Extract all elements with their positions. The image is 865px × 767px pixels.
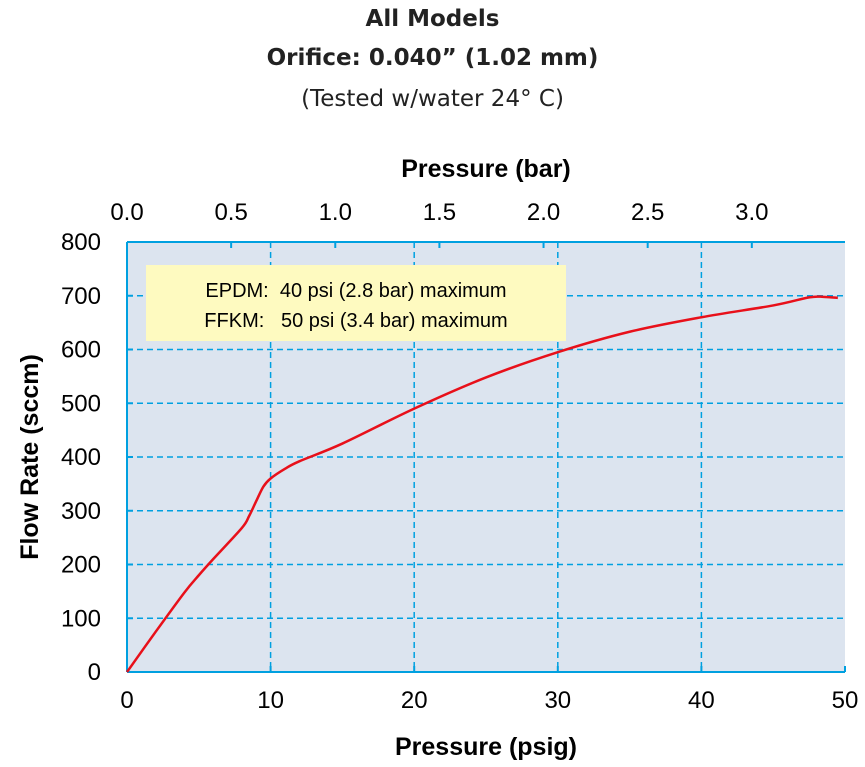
y-tick-label-100: 100 — [61, 605, 101, 632]
annotation-box — [146, 265, 566, 341]
annotation-ffkm: FFKM: 50 psi (3.4 bar) maximum — [204, 310, 507, 332]
x2-tick-label-1.5: 1.5 — [423, 199, 456, 226]
chart-subtitle-orifice: Orifice: 0.040” (1.02 mm) — [266, 45, 599, 71]
x-tick-label-50: 50 — [832, 687, 859, 714]
y-tick-label-500: 500 — [61, 390, 101, 417]
y-axis-label: Flow Rate (sccm) — [16, 354, 44, 560]
y-tick-label-0: 0 — [88, 659, 101, 686]
x2-tick-label-3.0: 3.0 — [735, 199, 768, 226]
x2-tick-label-0.0: 0.0 — [110, 199, 143, 226]
y-tick-label-800: 800 — [61, 229, 101, 256]
y-tick-label-600: 600 — [61, 337, 101, 364]
x2-axis-label: Pressure (bar) — [401, 155, 571, 183]
x2-tick-label-2.5: 2.5 — [631, 199, 664, 226]
x-tick-label-30: 30 — [544, 687, 571, 714]
chart-title: All Models — [365, 6, 500, 32]
x-tick-label-10: 10 — [257, 687, 284, 714]
x2-tick-label-1.0: 1.0 — [319, 199, 352, 226]
chart-subtitle-test-condition: (Tested w/water 24° C) — [301, 86, 564, 112]
y-tick-label-400: 400 — [61, 444, 101, 471]
y-tick-label-700: 700 — [61, 283, 101, 310]
y-tick-label-200: 200 — [61, 552, 101, 579]
y-tick-label-300: 300 — [61, 498, 101, 525]
x-tick-label-20: 20 — [401, 687, 428, 714]
x-tick-label-40: 40 — [688, 687, 715, 714]
annotation-epdm: EPDM: 40 psi (2.8 bar) maximum — [205, 280, 506, 302]
x2-tick-label-2.0: 2.0 — [527, 199, 560, 226]
x-tick-label-0: 0 — [120, 687, 133, 714]
series-line-0 — [125, 295, 838, 673]
x-axis-label: Pressure (psig) — [395, 733, 577, 761]
series-layer — [125, 295, 838, 673]
tick-marks — [126, 241, 846, 673]
spec-annotation: EPDM: 40 psi (2.8 bar) maximum FFKM: 50 … — [146, 265, 566, 341]
x2-tick-label-0.5: 0.5 — [214, 199, 247, 226]
